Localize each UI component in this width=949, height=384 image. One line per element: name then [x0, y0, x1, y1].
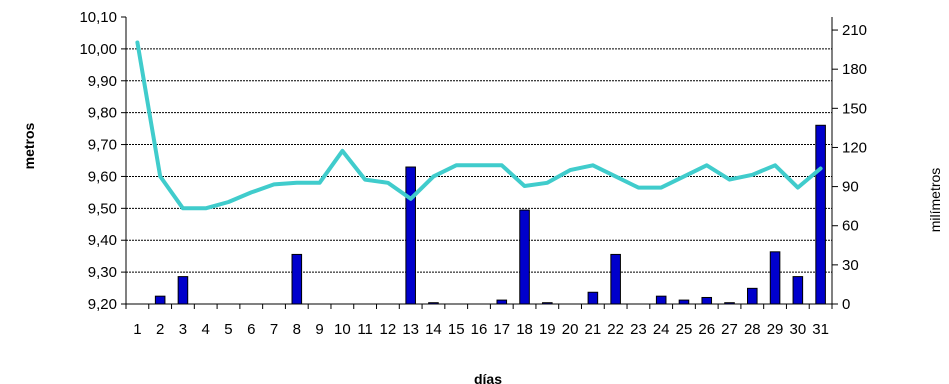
left-axis-ticks: 9,20 9,30 9,40 9,50 9,60 9,70 9,80 9,90 10,00 10,… — [79, 9, 126, 313]
x-tick-label: 30 — [789, 321, 806, 338]
x-tick-label: 17 — [493, 321, 510, 338]
x-tick-label: 28 — [744, 321, 761, 338]
left-tick-label: 9,60 — [88, 168, 117, 185]
right-tick-label: 120 — [842, 139, 867, 156]
bar-day-28 — [747, 287, 758, 305]
left-tick-label: 9,30 — [88, 264, 117, 281]
bar-day-24 — [655, 295, 667, 305]
right-tick-label: 210 — [842, 22, 867, 39]
x-tick-label: 20 — [562, 321, 579, 338]
x-tick-label: 9 — [315, 321, 323, 338]
x-tick-label: 24 — [653, 321, 670, 338]
x-tick-label: 8 — [293, 321, 301, 338]
right-tick-label: 150 — [842, 100, 867, 117]
x-tick-label: 2 — [156, 321, 164, 338]
right-tick-label: 0 — [842, 296, 850, 313]
x-tick-label: 4 — [202, 321, 210, 338]
x-tick-label: 11 — [357, 321, 373, 338]
axes — [125, 17, 833, 305]
x-axis-ticks: 1 2 3 4 5 6 7 8 9 10 11 12 13 14 15 16 17 18 19 20 21 22 23 24 2… — [125, 304, 833, 338]
x-tick-label: 5 — [224, 321, 232, 338]
x-tick-label: 22 — [607, 321, 624, 338]
x-tick-label: 21 — [585, 321, 602, 338]
right-tick-label: 30 — [842, 257, 859, 274]
bar-day-8 — [291, 253, 303, 305]
x-tick-label: 15 — [448, 321, 465, 338]
right-tick-label: 90 — [842, 179, 859, 196]
line-series — [135, 40, 823, 211]
x-axis-title: días — [474, 371, 502, 384]
x-tick-label: 25 — [676, 321, 693, 338]
right-tick-label: 180 — [842, 61, 867, 78]
x-tick-label: 27 — [721, 321, 738, 338]
right-axis-ticks: 0 30 60 90 120 150 180 210 — [832, 22, 867, 313]
left-tick-label: 9,20 — [88, 296, 117, 313]
bar-day-21 — [587, 291, 599, 305]
left-tick-label: 9,80 — [88, 105, 117, 122]
bar-day-3 — [177, 276, 189, 305]
left-tick-label: 9,40 — [88, 232, 117, 249]
x-tick-label: 16 — [471, 321, 488, 338]
x-tick-label: 31 — [812, 321, 829, 338]
series-line — [135, 40, 823, 211]
left-tick-label: 9,50 — [88, 200, 117, 217]
bar-day-13 — [405, 166, 416, 305]
bar-day-2 — [154, 295, 166, 305]
x-tick-label: 29 — [767, 321, 784, 338]
left-tick-label: 10,10 — [79, 9, 117, 26]
bar-series — [154, 124, 826, 305]
x-tick-label: 18 — [516, 321, 533, 338]
bar-day-25 — [678, 299, 690, 305]
x-tick-label: 26 — [698, 321, 715, 338]
right-tick-label: 60 — [842, 218, 859, 235]
x-tick-label: 1 — [133, 321, 141, 338]
gridlines — [126, 48, 832, 273]
left-axis-title: metros — [21, 122, 37, 169]
bar-day-18 — [519, 209, 530, 305]
x-tick-label: 23 — [630, 321, 647, 338]
left-tick-label: 9,90 — [88, 73, 117, 90]
x-tick-label: 13 — [402, 321, 419, 338]
x-tick-label: 14 — [425, 321, 442, 338]
x-tick-label: 19 — [539, 321, 556, 338]
x-tick-label: 3 — [179, 321, 187, 338]
left-tick-label: 9,70 — [88, 137, 117, 154]
bar-day-26 — [701, 296, 713, 305]
right-axis-title: milímetros — [927, 168, 943, 233]
bar-day-30 — [792, 276, 804, 305]
bar-day-29 — [769, 251, 781, 305]
left-tick-label: 10,00 — [79, 41, 117, 58]
bar-day-31 — [815, 124, 826, 305]
x-tick-label: 6 — [247, 321, 255, 338]
bar-day-22 — [610, 253, 621, 305]
x-tick-label: 7 — [270, 321, 278, 338]
x-tick-label: 12 — [380, 321, 397, 338]
bar-day-17 — [496, 299, 508, 305]
x-tick-label: 10 — [334, 321, 351, 338]
